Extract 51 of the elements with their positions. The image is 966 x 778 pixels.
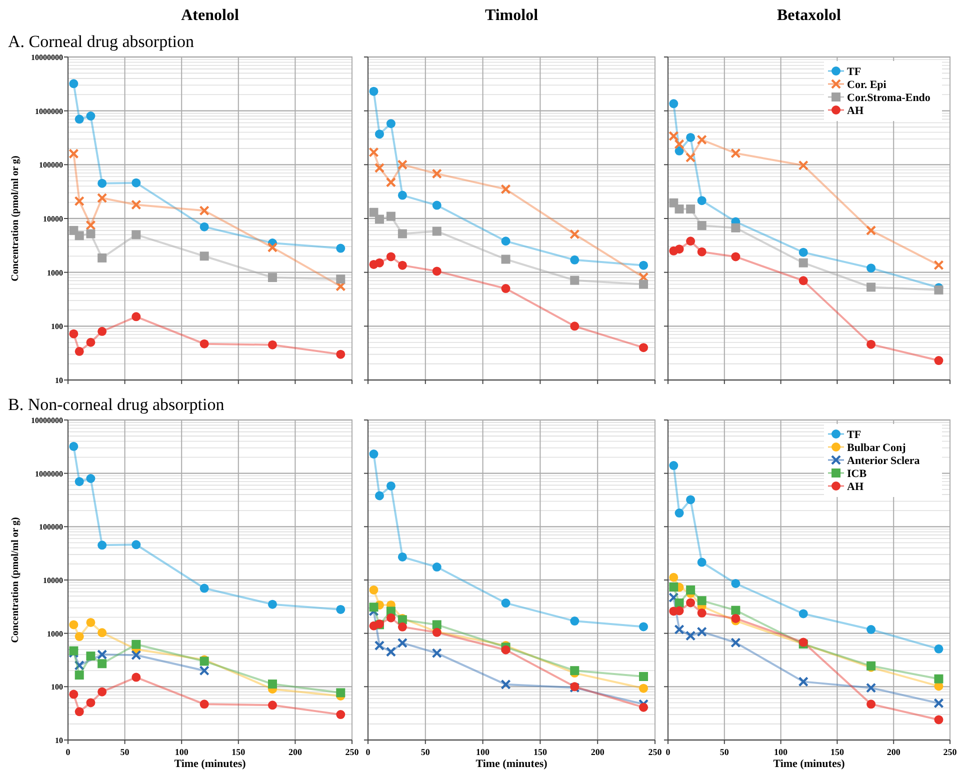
x-tick-label: 200 [886,747,901,757]
legend-label: AH [847,105,864,117]
y-tick-label: 10 [55,736,63,745]
chart-subtitle: A. Corneal drug absorption [8,32,195,51]
x-tick-label: 150 [533,747,548,757]
y-tick-label: 1000000 [35,106,63,116]
y-axis-title: Concentration (pmol/ml or g) [10,156,21,282]
y-tick-label: 10000 [43,214,63,224]
legend-label: Cor.Stroma-Endo [847,92,931,104]
legend-label: AH [847,481,864,493]
x-tick-label: 250 [345,747,360,757]
y-tick-label: 100 [51,322,63,332]
x-tick-label: 250 [943,747,958,757]
x-tick-label: 100 [174,747,189,757]
x-axis-title: Time (minutes) [476,758,548,770]
legend-label: TF [847,429,862,441]
chart-title: Timolol [484,7,539,24]
legend-label: Cor. Epi [847,79,886,91]
x-axis-title: Time (minutes) [174,758,246,770]
y-tick-label: 1000000 [35,469,63,478]
x-tick-label: 100 [476,747,490,757]
x-tick-label: 200 [288,747,302,757]
x-tick-label: 0 [666,747,671,757]
legend-label: Bulbar Conj [847,442,906,454]
y-tick-label: 10000000 [31,53,63,62]
x-tick-label: 100 [774,747,788,757]
y-tick-label: 10000000 [31,416,63,425]
legend-label: TF [847,66,862,78]
y-axis-title: Concentration (pmol/ml or g) [10,517,21,643]
y-tick-label: 10 [55,376,63,385]
chart-title: B. Non-corneal drug absorption [8,395,225,414]
x-axis-title: Time (minutes) [773,758,846,770]
chart-title: Atenolol [181,7,240,24]
y-tick-label: 1000 [47,268,63,278]
x-tick-label: 0 [366,747,371,757]
y-tick-label: 100 [51,682,63,692]
y-tick-label: 100000 [39,160,63,170]
y-tick-label: 100000 [39,522,63,532]
y-tick-label: 10000 [43,576,63,585]
chart-title: Betaxolol [777,7,842,24]
y-tick-label: 1000 [47,629,63,638]
x-tick-label: 200 [590,747,605,757]
x-tick-label: 50 [420,747,430,757]
x-tick-label: 0 [66,747,71,757]
x-tick-label: 150 [232,747,246,757]
legend-label: Anterior Sclera [847,455,920,467]
legend-label: ICB [847,468,868,480]
x-tick-label: 250 [648,747,662,757]
x-tick-label: 50 [720,747,730,757]
x-tick-label: 150 [830,747,844,757]
x-tick-label: 50 [120,747,130,757]
